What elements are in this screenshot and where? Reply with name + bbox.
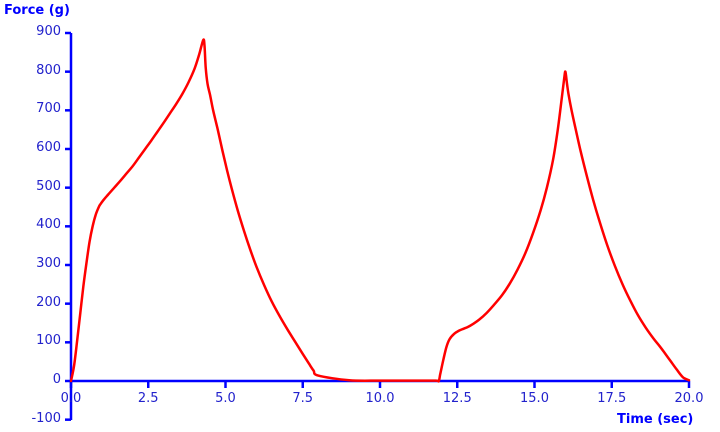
- x-tick-label: 17.5: [597, 391, 627, 406]
- x-tick-label: 0.0: [60, 391, 82, 406]
- x-axis-label: Time (sec): [617, 412, 694, 427]
- axes: [65, 31, 691, 421]
- x-tick-label: 5.0: [215, 391, 236, 406]
- data-series: [69, 38, 691, 383]
- x-tick-label: 20.0: [674, 391, 704, 406]
- force-curve: [69, 38, 691, 383]
- x-tick-label: 15.0: [520, 391, 549, 406]
- x-tick-label: 12.5: [442, 391, 472, 406]
- y-tick-label: 100: [36, 333, 61, 349]
- y-tick-label: 400: [36, 217, 61, 233]
- x-tick-label: 7.5: [292, 391, 314, 406]
- x-tick-label: 10.0: [365, 391, 395, 406]
- y-tick-label: 300: [36, 256, 61, 271]
- y-axis-label: Force (g): [4, 3, 70, 18]
- y-tick-label: 500: [36, 178, 61, 194]
- x-tick-label: 2.5: [137, 391, 159, 406]
- y-tick-label: -100: [31, 410, 61, 426]
- y-tick-label: 700: [36, 101, 61, 117]
- y-tick-label: 600: [36, 140, 61, 155]
- y-tick-label: 800: [36, 62, 61, 78]
- y-tick-label: 900: [36, 24, 61, 39]
- y-axis-ticks: [65, 31, 71, 421]
- y-tick-label: 200: [36, 294, 61, 310]
- y-tick-label: 0: [52, 372, 61, 387]
